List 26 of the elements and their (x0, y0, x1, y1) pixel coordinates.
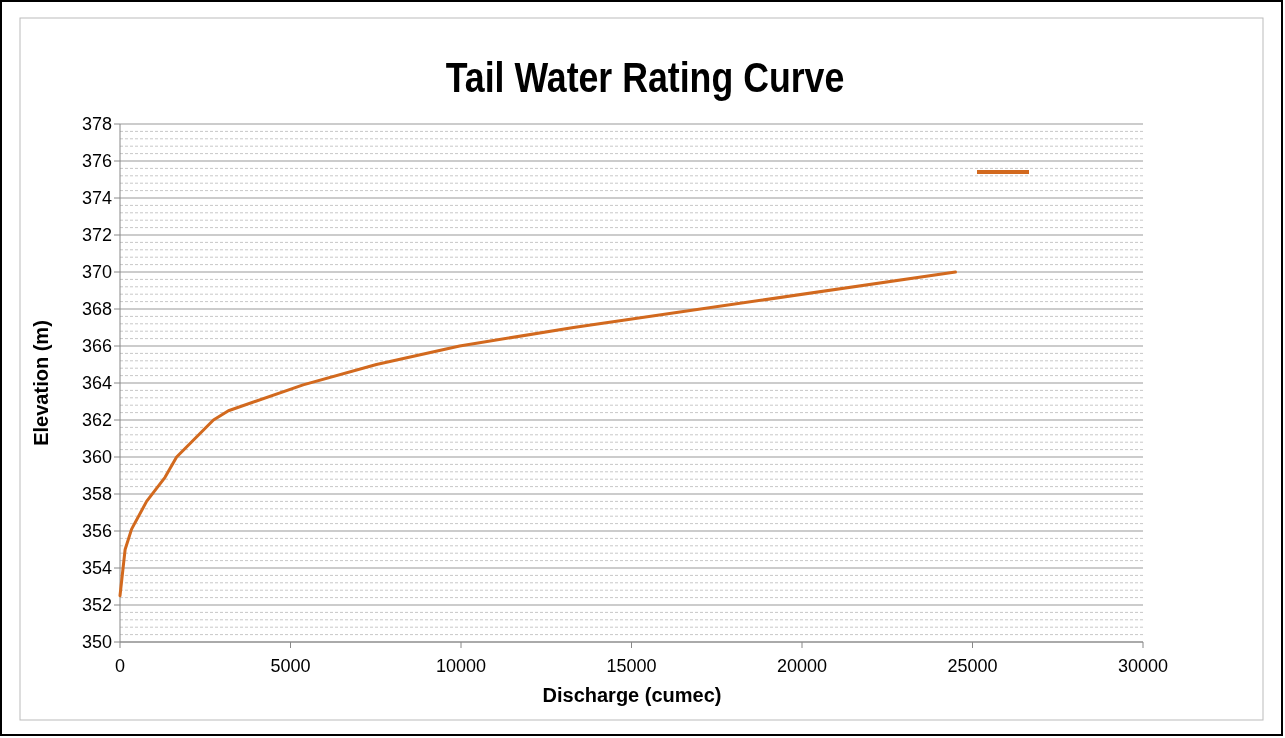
y-tick-label: 372 (81, 225, 112, 246)
y-tick-label: 358 (81, 484, 112, 505)
x-tick-label: 0 (114, 656, 126, 676)
x-tick-label: 15000 (606, 656, 657, 676)
x-tick-label: 30000 (1117, 656, 1169, 676)
x-tick-label: 10000 (435, 656, 487, 676)
y-tick-label: 350 (81, 632, 112, 653)
x-tick-label: 5000 (270, 656, 311, 676)
y-axis-title: Elevation (m) (30, 320, 52, 446)
x-tick-label: 25000 (947, 656, 998, 676)
chart-title: Tail Water Rating Curve (445, 54, 845, 101)
y-tick-label: 378 (81, 114, 112, 135)
y-tick-label: 364 (81, 373, 112, 394)
y-tick-label: 354 (81, 558, 112, 579)
y-tick-label: 370 (81, 262, 112, 283)
y-tick-label: 368 (81, 299, 112, 320)
line-series (118, 270, 957, 598)
y-tick-label: 366 (81, 336, 112, 357)
y-tick-label: 374 (81, 188, 112, 209)
y-tick-label: 352 (81, 595, 112, 616)
y-tick-label: 362 (81, 410, 112, 431)
x-axis-title: Discharge (cumec) (542, 684, 722, 706)
y-tick-label: 360 (81, 447, 112, 468)
y-tick-label: 376 (81, 151, 112, 172)
y-tick-label: 356 (81, 521, 112, 542)
x-tick-label: 20000 (776, 656, 828, 676)
